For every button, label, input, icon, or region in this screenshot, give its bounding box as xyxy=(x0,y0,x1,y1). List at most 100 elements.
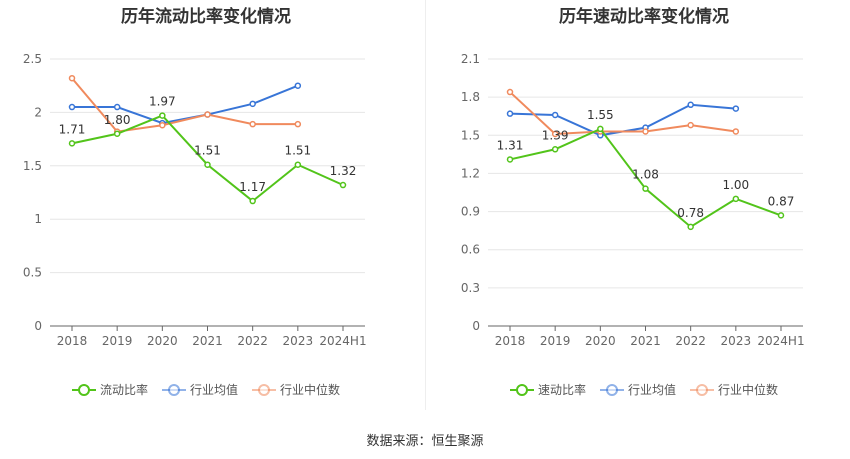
series-point-0 xyxy=(159,112,166,119)
data-label: 1.32 xyxy=(330,164,357,178)
x-tick-label: 2019 xyxy=(102,334,133,348)
left-chart-legend: 流动比率 行业均值 行业中位数 xyxy=(72,381,340,398)
legend-swatch-icon xyxy=(600,383,625,397)
y-tick-label: 1.8 xyxy=(461,90,480,104)
y-tick-label: 0 xyxy=(34,319,42,333)
legend-item-2[interactable]: 行业中位数 xyxy=(252,381,340,398)
x-tick-label: 2021 xyxy=(192,334,223,348)
series-line-2 xyxy=(71,77,298,133)
data-label: 1.39 xyxy=(542,128,569,142)
series-point-1 xyxy=(506,110,514,117)
x-tick-label: 2020 xyxy=(585,334,616,348)
legend-label: 行业中位数 xyxy=(280,383,341,397)
series-point-1 xyxy=(249,100,256,108)
series-point-0 xyxy=(339,181,347,189)
y-tick-label: 0.6 xyxy=(461,243,480,257)
series-point-2 xyxy=(159,121,166,129)
x-tick-label: 2022 xyxy=(237,334,268,348)
panel-divider xyxy=(425,0,426,410)
series-point-1 xyxy=(68,103,76,111)
series-point-1 xyxy=(732,105,740,112)
series-point-0 xyxy=(597,125,604,133)
series-point-1 xyxy=(294,82,302,89)
y-tick-label: 1.2 xyxy=(461,166,480,180)
right-chart-legend: 速动比率 行业均值 行业中位数 xyxy=(510,381,778,398)
legend-swatch-icon xyxy=(510,383,534,397)
legend-swatch-icon xyxy=(252,383,277,397)
data-label: 1.71 xyxy=(59,122,86,136)
series-point-2 xyxy=(204,111,211,118)
legend-item-0[interactable]: 速动比率 xyxy=(510,381,586,398)
data-label: 1.51 xyxy=(194,144,221,158)
series-point-0 xyxy=(204,161,211,168)
y-tick-label: 1.5 xyxy=(461,128,480,142)
x-tick-label: 2018 xyxy=(495,334,526,348)
series-point-1 xyxy=(551,111,559,119)
x-tick-label: 2024H1 xyxy=(757,334,804,348)
series-point-0 xyxy=(732,195,740,203)
series-point-0 xyxy=(249,197,256,205)
y-tick-label: 0.3 xyxy=(461,281,480,295)
series-point-2 xyxy=(294,120,302,128)
series-point-0 xyxy=(294,161,302,168)
x-tick-label: 2023 xyxy=(721,334,752,348)
series-point-0 xyxy=(551,146,559,153)
data-label: 1.51 xyxy=(284,144,311,158)
series-point-2 xyxy=(687,121,694,129)
y-tick-label: 1 xyxy=(34,212,42,226)
x-tick-label: 2019 xyxy=(540,334,571,348)
legend-label: 行业均值 xyxy=(190,383,239,397)
series-point-2 xyxy=(506,88,514,96)
data-label: 0.87 xyxy=(768,194,795,208)
legend-label: 行业中位数 xyxy=(718,383,779,397)
data-label: 1.31 xyxy=(497,138,524,152)
series-line-2 xyxy=(509,91,736,136)
legend-label: 行业均值 xyxy=(628,383,677,397)
series-point-0 xyxy=(687,223,694,231)
series-point-0 xyxy=(642,185,649,192)
series-point-2 xyxy=(551,130,559,138)
series-point-2 xyxy=(249,120,256,128)
series-point-2 xyxy=(732,128,740,135)
legend-label: 速动比率 xyxy=(538,383,587,397)
left-chart-title: 历年流动比率变化情况 xyxy=(121,7,291,27)
legend-swatch-icon xyxy=(162,383,187,397)
y-tick-label: 2 xyxy=(34,105,42,119)
series-line-1 xyxy=(72,84,299,125)
series-point-1 xyxy=(687,101,694,109)
x-tick-label: 2023 xyxy=(283,334,314,348)
legend-item-1[interactable]: 行业均值 xyxy=(600,381,676,398)
series-point-0 xyxy=(777,212,785,219)
legend-item-1[interactable]: 行业均值 xyxy=(162,381,238,398)
y-tick-label: 2.1 xyxy=(461,52,480,66)
data-label: 0.78 xyxy=(677,206,704,220)
legend-item-0[interactable]: 流动比率 xyxy=(72,381,148,398)
legend-label: 流动比率 xyxy=(100,383,149,397)
data-source-note: 数据来源：恒生聚源 xyxy=(366,434,484,449)
x-tick-label: 2018 xyxy=(57,334,88,348)
series-point-0 xyxy=(506,156,514,163)
y-tick-label: 0 xyxy=(472,319,480,333)
y-tick-label: 0.9 xyxy=(461,205,480,219)
data-label: 1.08 xyxy=(632,168,659,182)
series-point-2 xyxy=(642,128,649,135)
series-line-0 xyxy=(71,114,344,203)
x-tick-label: 2021 xyxy=(630,334,661,348)
data-label: 1.17 xyxy=(239,180,266,194)
legend-swatch-icon xyxy=(690,383,715,397)
series-point-1 xyxy=(113,103,121,111)
x-tick-label: 2022 xyxy=(675,334,706,348)
y-tick-label: 0.5 xyxy=(23,266,42,280)
series-point-0 xyxy=(113,130,121,138)
x-tick-label: 2024H1 xyxy=(319,334,366,348)
legend-item-2[interactable]: 行业中位数 xyxy=(690,381,778,398)
y-tick-label: 2.5 xyxy=(23,52,42,66)
series-point-2 xyxy=(68,74,76,82)
series-point-0 xyxy=(68,140,76,147)
legend-swatch-icon xyxy=(72,383,96,397)
data-label: 1.00 xyxy=(722,178,749,192)
data-label: 1.55 xyxy=(587,108,614,122)
x-tick-label: 2020 xyxy=(147,334,178,348)
y-tick-label: 1.5 xyxy=(23,159,42,173)
